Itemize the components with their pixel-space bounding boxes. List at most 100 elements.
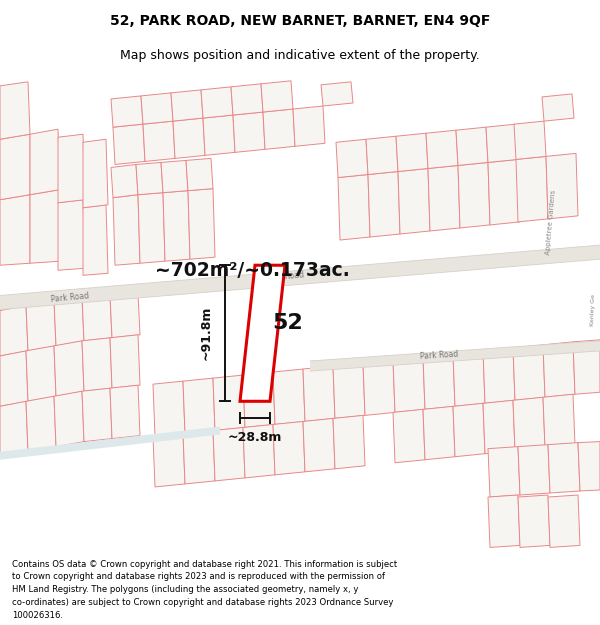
- Polygon shape: [110, 335, 140, 388]
- Polygon shape: [366, 136, 398, 174]
- Text: Park Road: Park Road: [265, 271, 304, 283]
- Polygon shape: [336, 139, 368, 177]
- Polygon shape: [138, 192, 165, 263]
- Polygon shape: [173, 118, 205, 158]
- Polygon shape: [303, 366, 335, 421]
- Polygon shape: [518, 444, 550, 495]
- Polygon shape: [0, 82, 30, 139]
- Polygon shape: [423, 354, 455, 409]
- Text: Park Road: Park Road: [420, 349, 459, 361]
- Polygon shape: [488, 159, 520, 225]
- Text: ~702m²/~0.173ac.: ~702m²/~0.173ac.: [155, 261, 350, 280]
- Polygon shape: [513, 345, 545, 400]
- Polygon shape: [483, 348, 515, 403]
- Text: HM Land Registry. The polygons (including the associated geometry, namely x, y: HM Land Registry. The polygons (includin…: [12, 585, 358, 594]
- Polygon shape: [423, 406, 455, 460]
- Polygon shape: [82, 338, 112, 391]
- Polygon shape: [338, 174, 370, 240]
- Polygon shape: [136, 162, 163, 195]
- Polygon shape: [393, 409, 425, 462]
- Text: Kenley Ge: Kenley Ge: [590, 294, 596, 326]
- Polygon shape: [54, 341, 84, 396]
- Text: Contains OS data © Crown copyright and database right 2021. This information is : Contains OS data © Crown copyright and d…: [12, 559, 397, 569]
- Polygon shape: [110, 294, 140, 338]
- Polygon shape: [58, 134, 85, 202]
- Polygon shape: [488, 447, 520, 497]
- Polygon shape: [273, 421, 305, 475]
- Polygon shape: [548, 442, 580, 493]
- Text: co-ordinates) are subject to Crown copyright and database rights 2023 Ordnance S: co-ordinates) are subject to Crown copyr…: [12, 598, 393, 607]
- Polygon shape: [213, 428, 245, 481]
- Polygon shape: [516, 156, 548, 222]
- Polygon shape: [153, 381, 185, 436]
- Polygon shape: [240, 265, 285, 401]
- Polygon shape: [213, 375, 245, 431]
- Polygon shape: [171, 90, 203, 121]
- Polygon shape: [453, 403, 485, 457]
- Polygon shape: [188, 189, 215, 259]
- Text: to Crown copyright and database rights 2023 and is reproduced with the permissio: to Crown copyright and database rights 2…: [12, 572, 385, 581]
- Polygon shape: [113, 124, 145, 164]
- Text: Park Road: Park Road: [50, 291, 89, 304]
- Polygon shape: [458, 162, 490, 228]
- Polygon shape: [243, 372, 275, 428]
- Polygon shape: [163, 191, 190, 261]
- Polygon shape: [26, 396, 56, 452]
- Polygon shape: [486, 124, 518, 162]
- Polygon shape: [428, 166, 460, 231]
- Polygon shape: [0, 306, 28, 356]
- Text: 52: 52: [272, 313, 303, 333]
- Polygon shape: [0, 245, 600, 309]
- Text: ~91.8m: ~91.8m: [200, 306, 213, 361]
- Polygon shape: [578, 442, 600, 491]
- Polygon shape: [183, 431, 215, 484]
- Polygon shape: [82, 388, 112, 442]
- Polygon shape: [513, 398, 545, 451]
- Polygon shape: [141, 93, 173, 124]
- Polygon shape: [456, 127, 488, 166]
- Polygon shape: [26, 346, 56, 401]
- Polygon shape: [453, 351, 485, 406]
- Polygon shape: [203, 115, 235, 156]
- Polygon shape: [26, 301, 56, 351]
- Polygon shape: [201, 87, 233, 118]
- Polygon shape: [321, 82, 353, 106]
- Polygon shape: [83, 139, 108, 208]
- Polygon shape: [273, 369, 305, 424]
- Polygon shape: [393, 357, 425, 412]
- Polygon shape: [243, 424, 275, 478]
- Polygon shape: [514, 121, 546, 159]
- Polygon shape: [368, 171, 400, 237]
- Polygon shape: [0, 134, 30, 200]
- Polygon shape: [58, 200, 85, 270]
- Polygon shape: [110, 385, 140, 439]
- Polygon shape: [231, 84, 263, 115]
- Polygon shape: [518, 495, 550, 548]
- Polygon shape: [398, 169, 430, 234]
- Polygon shape: [111, 164, 138, 198]
- Text: 100026316.: 100026316.: [12, 611, 63, 620]
- Polygon shape: [542, 94, 574, 121]
- Polygon shape: [143, 121, 175, 161]
- Polygon shape: [0, 195, 30, 265]
- Text: Map shows position and indicative extent of the property.: Map shows position and indicative extent…: [120, 49, 480, 62]
- Polygon shape: [396, 133, 428, 171]
- Polygon shape: [543, 342, 575, 398]
- Polygon shape: [573, 340, 600, 394]
- Polygon shape: [483, 400, 515, 454]
- Polygon shape: [293, 106, 325, 146]
- Polygon shape: [303, 418, 335, 472]
- Polygon shape: [113, 195, 140, 265]
- Polygon shape: [263, 109, 295, 149]
- Polygon shape: [488, 495, 520, 548]
- Polygon shape: [30, 129, 60, 195]
- Polygon shape: [426, 130, 458, 169]
- Polygon shape: [183, 378, 215, 434]
- Polygon shape: [82, 296, 112, 341]
- Text: Appletree Gardens: Appletree Gardens: [545, 190, 557, 255]
- Polygon shape: [0, 351, 28, 406]
- Text: ~28.8m: ~28.8m: [228, 431, 282, 444]
- Polygon shape: [363, 360, 395, 416]
- Polygon shape: [30, 189, 60, 263]
- Polygon shape: [333, 416, 365, 469]
